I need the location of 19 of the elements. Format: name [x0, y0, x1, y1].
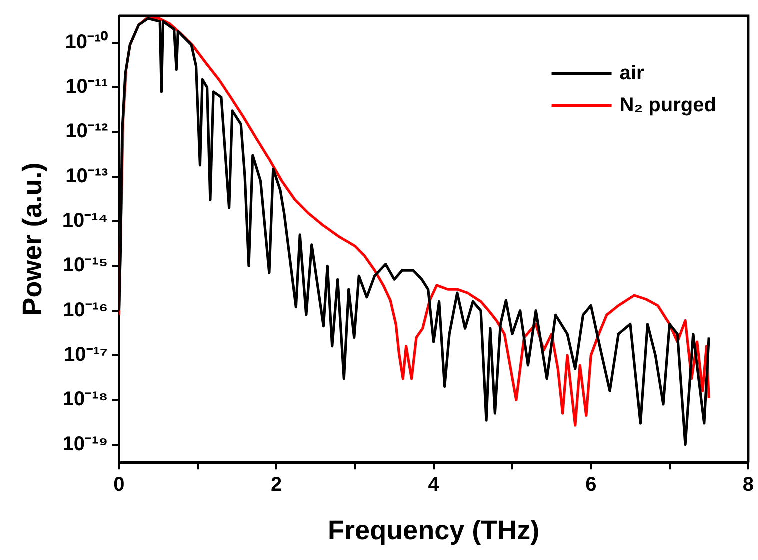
legend-label: N₂ purged: [620, 94, 716, 117]
y-tick-label: 10⁻¹⁵: [62, 254, 108, 277]
y-tick-label: 10⁻¹³: [66, 165, 109, 188]
x-tick-label: 4: [428, 474, 440, 496]
y-tick-label: 10⁻¹⁹: [62, 433, 108, 456]
legend-label: air: [620, 62, 644, 85]
y-tick-label: 10⁻¹⁸: [62, 388, 108, 411]
x-tick-label: 6: [586, 474, 597, 496]
y-tick-label: 10⁻¹¹: [66, 76, 109, 98]
y-axis-title: Power (a.u.): [18, 162, 48, 316]
y-tick-label: 10⁻¹⁰: [65, 30, 108, 54]
y-tick-label: 10⁻¹⁴: [62, 210, 108, 232]
x-tick-label: 2: [270, 474, 282, 496]
x-tick-label: 0: [114, 474, 125, 496]
x-tick-label: 8: [742, 474, 754, 496]
y-tick-label: 10⁻¹⁶: [63, 299, 108, 322]
y-tick-label: 10⁻¹⁷: [64, 344, 108, 366]
y-tick-label: 10⁻¹²: [66, 120, 109, 143]
x-axis-title: Frequency (THz): [328, 515, 540, 546]
